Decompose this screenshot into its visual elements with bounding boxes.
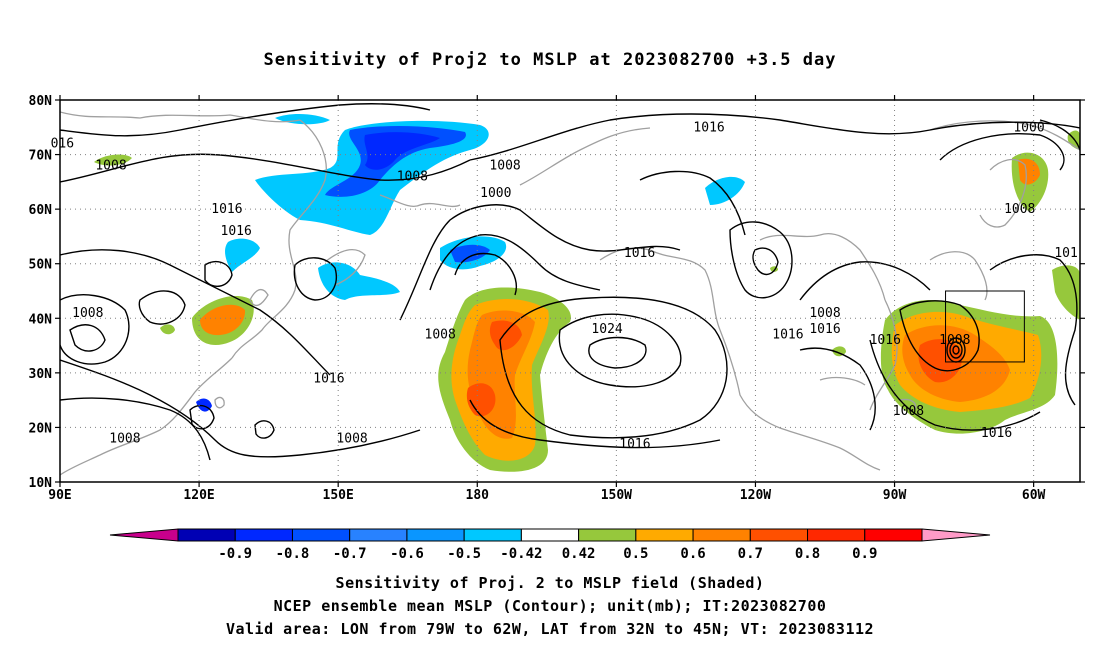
colorbar-box xyxy=(406,528,465,542)
contour-label: 1008 xyxy=(1004,202,1035,217)
contour-label: 1008 xyxy=(72,306,103,321)
colorbar-low-triangle xyxy=(109,528,179,542)
neg-region-core xyxy=(325,126,466,197)
contour-label: 1016 xyxy=(313,371,344,386)
colorbar-label: 0.8 xyxy=(795,546,820,562)
colorbar-box xyxy=(749,528,809,542)
pos-region-central-pacific-core xyxy=(466,320,522,417)
sensitivity-shading xyxy=(94,114,1080,472)
lon-tick-label: 180 xyxy=(466,488,490,503)
contour-label: 1016 xyxy=(619,437,650,452)
lon-tick-label: 90E xyxy=(48,488,71,503)
colorbar-box xyxy=(177,528,236,542)
colorbar-box xyxy=(291,528,351,542)
contour-label: 1016 xyxy=(211,202,242,217)
contour-label: 1016 xyxy=(221,224,252,239)
colorbar-box xyxy=(463,528,522,542)
contour-label: 1016 xyxy=(981,426,1012,441)
neg-region-bering-core xyxy=(450,244,490,263)
lat-tick-label: 40N xyxy=(29,312,53,327)
contour-label: 1016 xyxy=(624,246,655,261)
figure-title: Sensitivity of Proj2 to MSLP at 20230827… xyxy=(263,50,837,70)
contour-label: 1008 xyxy=(893,404,924,419)
contour-label: 1016 xyxy=(693,120,724,135)
lat-tick-label: 70N xyxy=(29,149,53,164)
colorbar-label: 0.5 xyxy=(623,546,648,562)
colorbar-label: 0.6 xyxy=(680,546,705,562)
lat-tick-label: 10N xyxy=(29,476,53,491)
neg-region-hudson xyxy=(705,176,745,205)
lon-tick-label: 150W xyxy=(601,488,632,503)
contour-label: 1008 xyxy=(397,169,428,184)
colorbar-label: -0.9 xyxy=(218,546,252,562)
colorbar-label: -0.6 xyxy=(390,546,424,562)
contour-label: 1008 xyxy=(809,306,840,321)
contour-label: 1016 xyxy=(772,328,803,343)
contour-label: 1000 xyxy=(480,186,511,201)
contour-label: 1008 xyxy=(336,431,367,446)
neg-region-japan xyxy=(225,238,260,272)
colorbar-label: 0.9 xyxy=(852,546,877,562)
lon-tick-label: 90W xyxy=(883,488,907,503)
pos-region-small-2 xyxy=(94,154,132,166)
pos-region-japan-orange xyxy=(200,304,246,336)
lat-tick-labels: 80N 70N 60N 50N 40N 30N 20N 10N xyxy=(29,94,1085,491)
lat-tick-label: 80N xyxy=(29,94,53,109)
colorbar-label: 0.42 xyxy=(562,546,596,562)
contour-label: 1008 xyxy=(425,328,456,343)
pos-region-atlantic-core xyxy=(918,339,963,383)
contour-label: 1008 xyxy=(489,158,520,173)
plot-frame xyxy=(59,99,1081,483)
caption-valid-area: Valid area: LON from 79W to 62W, LAT fro… xyxy=(225,620,875,638)
colorbar-high-triangle xyxy=(921,528,991,542)
contour-label: 1008 xyxy=(109,431,140,446)
lon-tick-label: 120W xyxy=(740,488,771,503)
contour-label: 016 xyxy=(51,137,74,152)
contour-label: 1016 xyxy=(809,322,840,337)
pos-region-small-1 xyxy=(160,324,175,335)
colorbar-label: 0.7 xyxy=(738,546,763,562)
neg-region-core-dark xyxy=(364,132,440,170)
lon-tick-label: 60W xyxy=(1022,488,1046,503)
colorbar-box xyxy=(635,528,694,542)
colorbar-label: -0.8 xyxy=(276,546,310,562)
caption-contour: NCEP ensemble mean MSLP (Contour); unit(… xyxy=(273,597,827,615)
contour-label: 1016 xyxy=(870,333,901,348)
lat-tick-label: 20N xyxy=(29,421,53,436)
colorbar-box xyxy=(578,528,637,542)
colorbar-box xyxy=(520,528,580,542)
colorbar-box xyxy=(234,528,293,542)
colorbar-box xyxy=(692,528,751,542)
contour-label: 1008 xyxy=(95,158,126,173)
caption-shading: Sensitivity of Proj. 2 to MSLP field (Sh… xyxy=(335,574,765,592)
contour-label: 1024 xyxy=(591,322,622,337)
lon-tick-label: 150E xyxy=(323,488,354,503)
colorbar-labels: -0.9 -0.8 -0.7 -0.6 -0.5 -0.42 0.42 0.5 0.6 0.7 0.… xyxy=(218,546,877,562)
colorbar xyxy=(109,528,991,542)
valid-area-box xyxy=(945,290,1025,363)
colorbar-box xyxy=(807,528,866,542)
colorbar-label: -0.7 xyxy=(333,546,367,562)
colorbar-box xyxy=(349,528,408,542)
colorbar-label: -0.42 xyxy=(500,546,542,562)
pos-region-east-edge xyxy=(1052,265,1080,320)
coastlines xyxy=(60,111,1080,476)
lon-tick-label: 120E xyxy=(183,488,214,503)
lon-tick-labels: 90E 120E 150E 180 150W 120W 90W 60W xyxy=(48,95,1046,503)
contour-label: 1000 xyxy=(1013,120,1044,135)
pos-region-greenland-orange xyxy=(1018,158,1040,185)
lat-tick-label: 60N xyxy=(29,203,53,218)
lat-tick-label: 50N xyxy=(29,258,53,273)
lat-lon-grid xyxy=(60,100,1080,482)
contour-label: 101 xyxy=(1054,246,1077,261)
colorbar-label: -0.5 xyxy=(447,546,481,562)
contour-label: 1008 xyxy=(939,333,970,348)
colorbar-box xyxy=(864,528,923,542)
mslp-contours xyxy=(60,103,1080,461)
lat-tick-label: 30N xyxy=(29,367,53,382)
